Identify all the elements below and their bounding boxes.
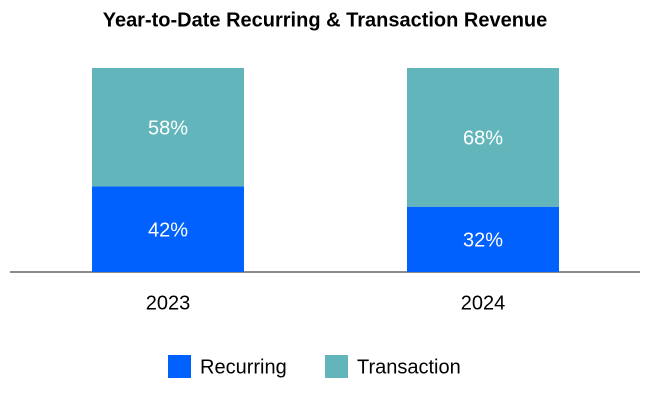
- legend-swatch: [325, 355, 348, 378]
- legend-label: Transaction: [357, 356, 461, 378]
- chart-title: Year-to-Date Recurring & Transaction Rev…: [103, 9, 548, 31]
- legend-swatch: [168, 355, 191, 378]
- x-tick-label: 2024: [461, 292, 506, 314]
- data-label: 42%: [148, 219, 188, 241]
- legend-label: Recurring: [200, 356, 287, 378]
- data-label: 68%: [463, 128, 503, 150]
- data-label: 32%: [463, 230, 503, 252]
- x-tick-label: 2023: [146, 292, 191, 314]
- bar-segment: [92, 68, 244, 187]
- bar-segment: [407, 206, 559, 272]
- bar-segment: [407, 68, 559, 207]
- data-label: 58%: [148, 117, 188, 139]
- bar-segment: [92, 186, 244, 272]
